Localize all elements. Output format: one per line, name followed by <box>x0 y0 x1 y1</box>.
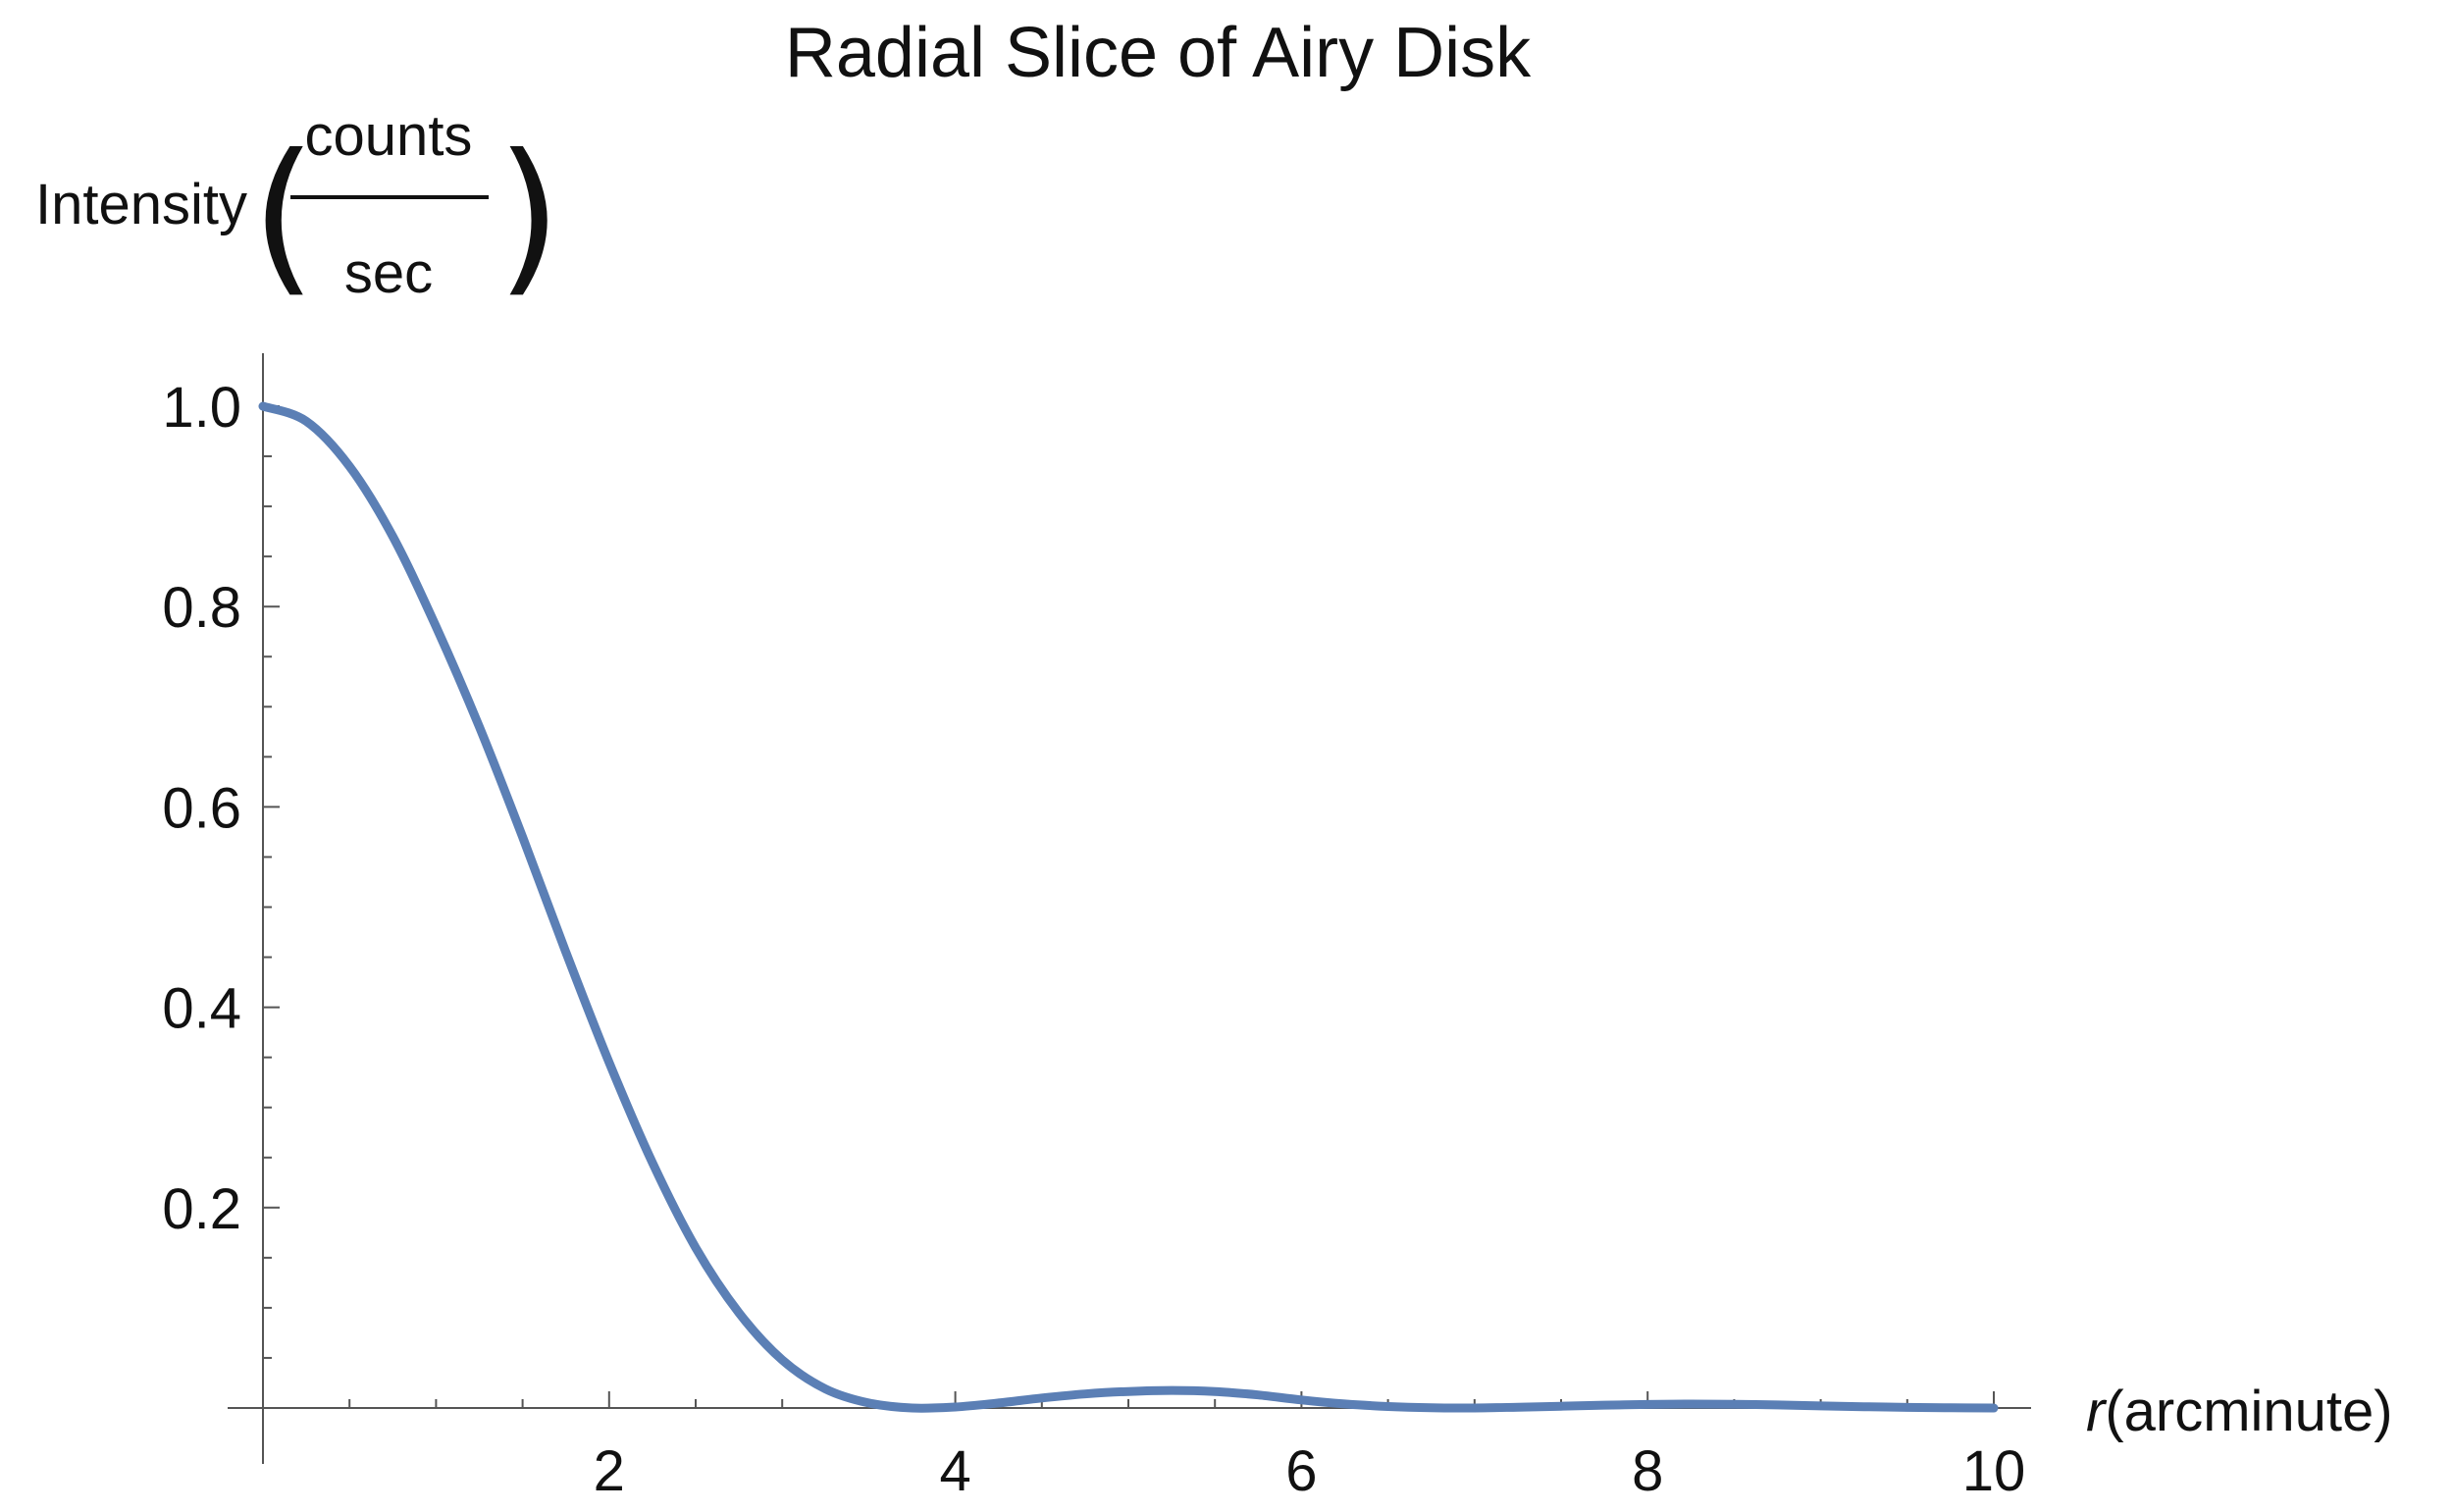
x-label-variable: r <box>2086 1380 2108 1443</box>
y-tick-label: 1.0 <box>162 376 241 440</box>
y-tick-label: 0.2 <box>162 1177 241 1241</box>
y-label-denominator: sec <box>344 241 433 305</box>
y-axis-label: Intensity ( counts sec ) <box>35 104 561 313</box>
x-tick-label: 10 <box>1962 1439 2026 1503</box>
series-layer <box>258 401 1999 1413</box>
x-tick-label: 2 <box>594 1439 625 1503</box>
y-tick-label: 0.4 <box>162 977 241 1041</box>
x-tick-label: 8 <box>1632 1439 1663 1503</box>
x-tick-label: 4 <box>939 1439 970 1503</box>
y-tick-label: 0.8 <box>162 576 241 640</box>
series-line <box>258 401 1999 1413</box>
y-label-open-paren: ( <box>251 119 316 313</box>
y-label-text: Intensity <box>35 173 247 236</box>
axis-tick-labels: 2 4 6 8 10 0.2 0.4 0.6 0.8 1.0 <box>162 376 2025 1503</box>
y-label-close-paren: ) <box>496 119 561 313</box>
x-label-text: r(arcminute) <box>2086 1380 2393 1443</box>
x-axis-label: r(arcminute) <box>2086 1380 2393 1443</box>
axis-ticks <box>263 405 1995 1408</box>
chart-title: Radial Slice of Airy Disk <box>785 14 1532 92</box>
x-tick-label: 6 <box>1285 1439 1317 1503</box>
y-tick-label: 0.6 <box>162 776 241 840</box>
x-label-unit: (arcminute) <box>2105 1380 2392 1443</box>
y-label-numerator: counts <box>305 104 473 168</box>
